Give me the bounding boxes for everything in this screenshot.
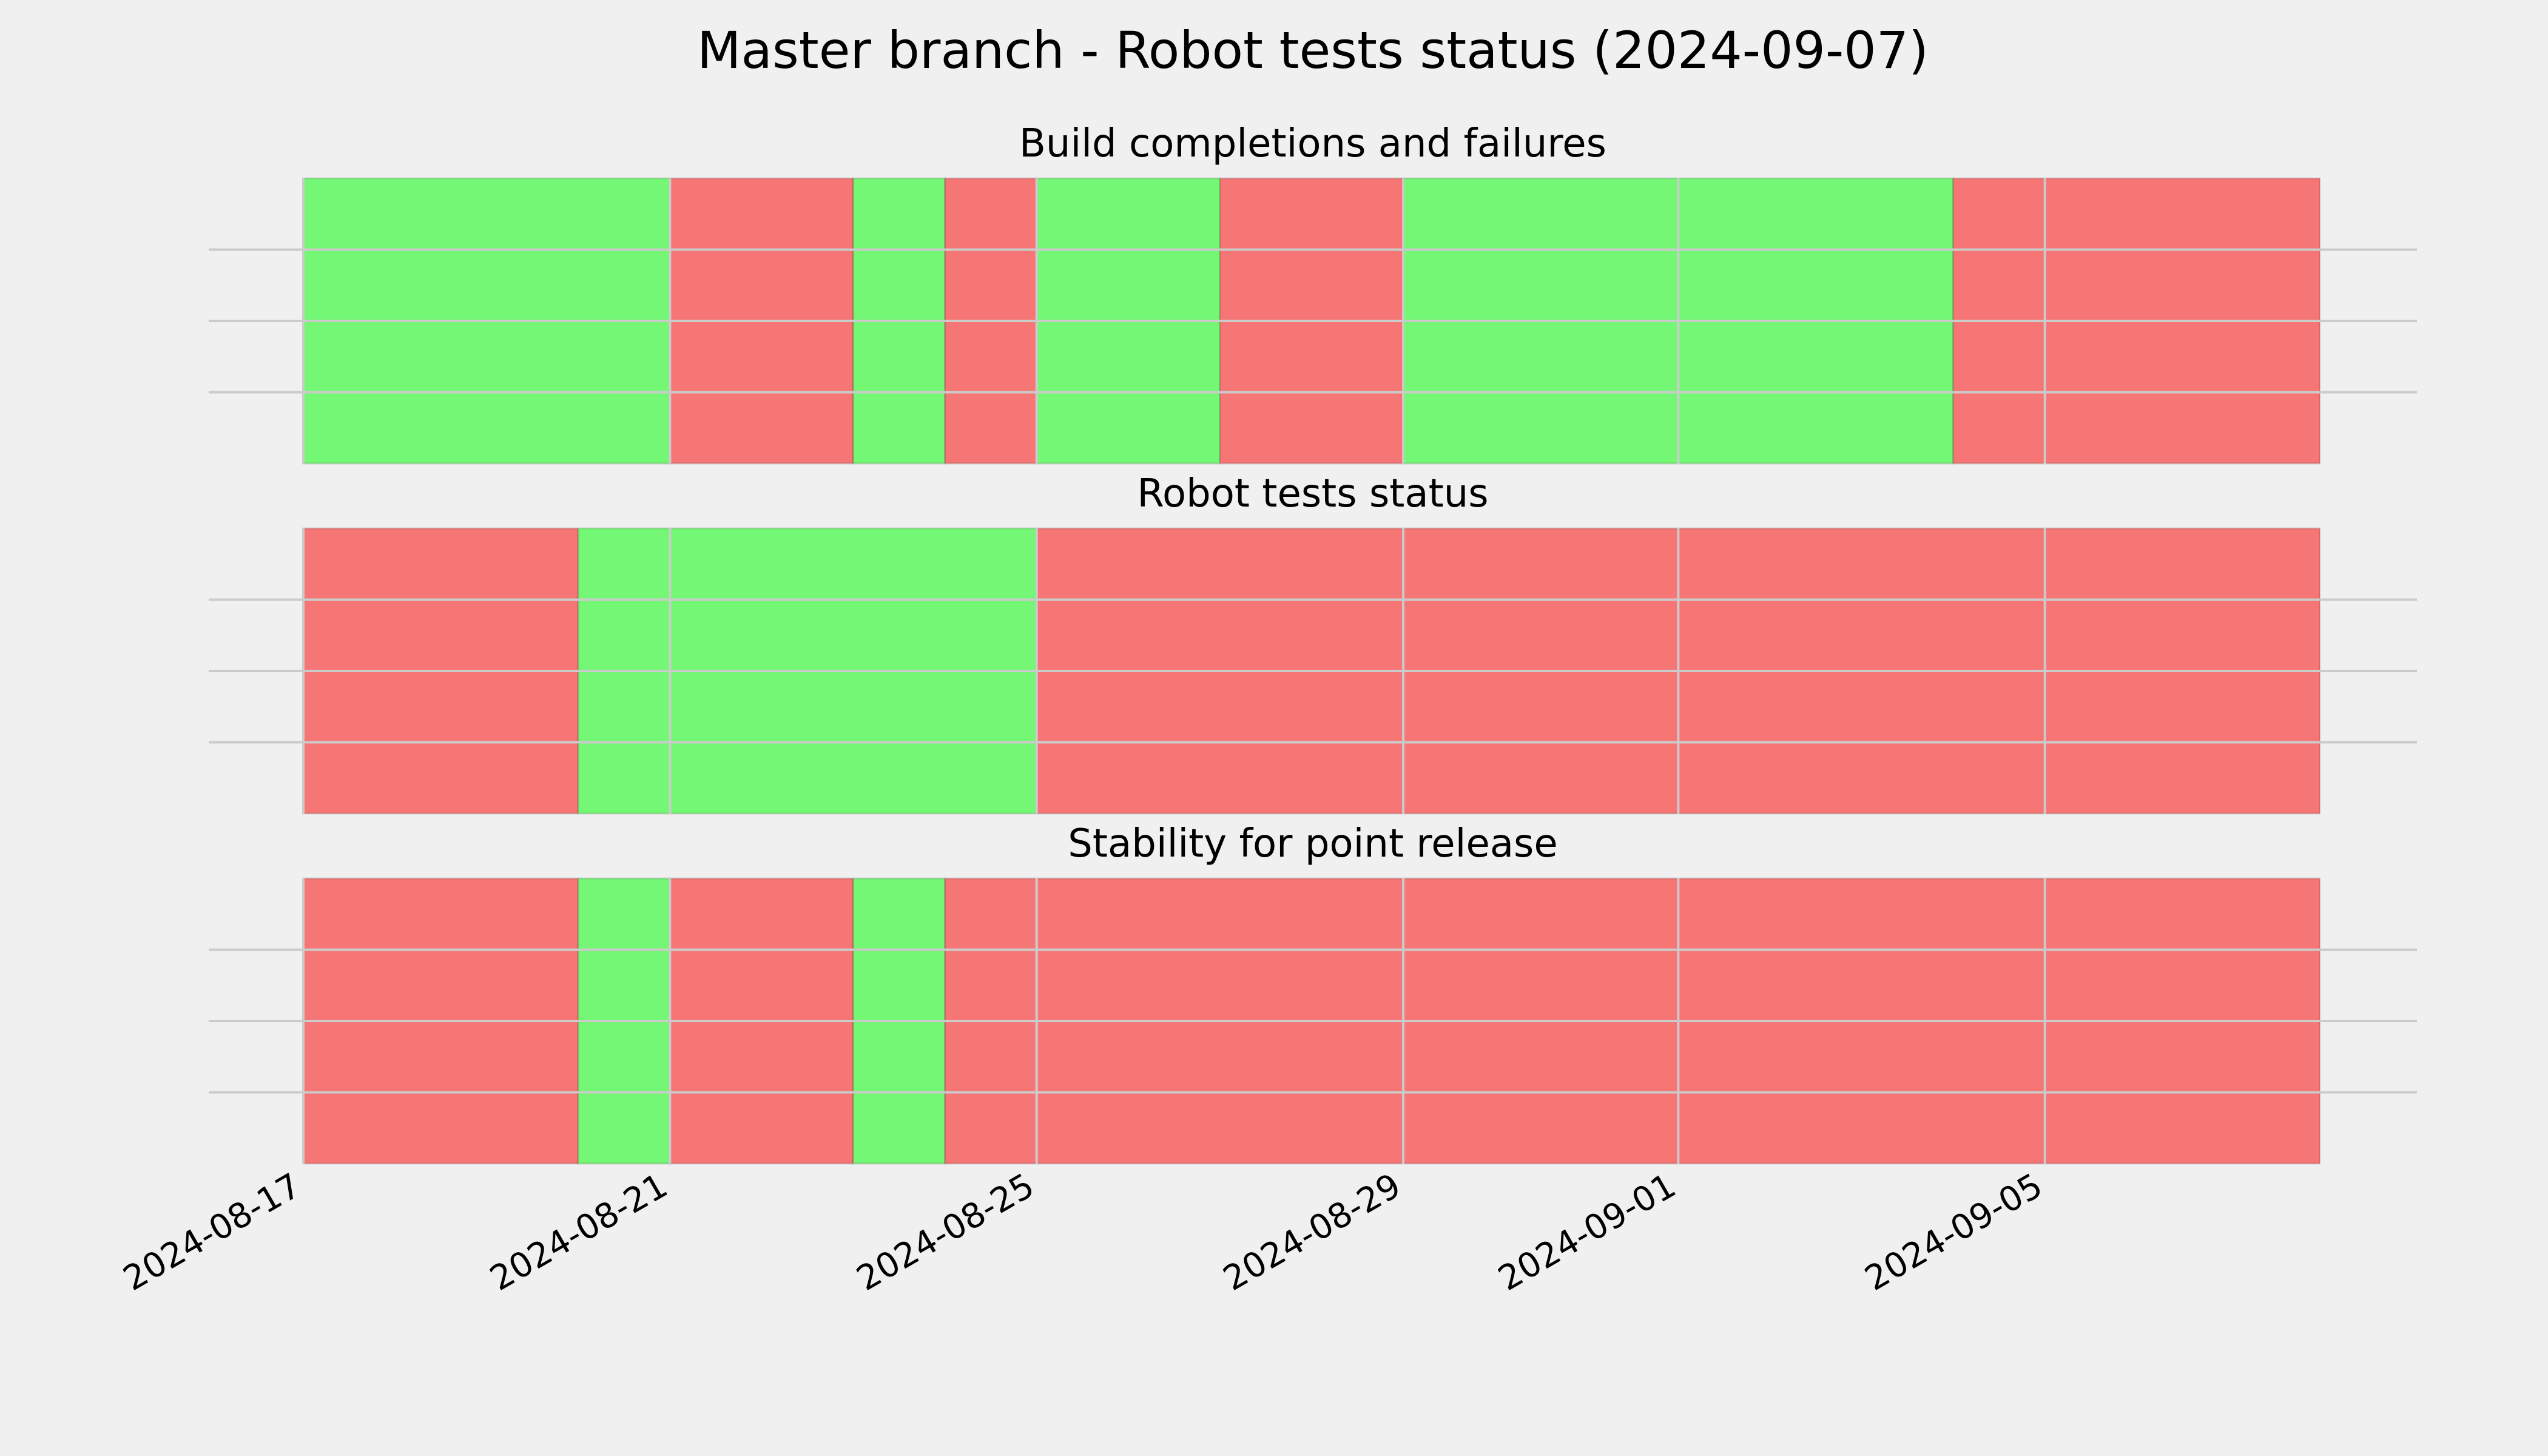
panel-title: Build completions and failures	[1019, 121, 1606, 166]
panel: Robot tests status	[209, 471, 2417, 815]
chart-title: Master branch - Robot tests status (2024…	[697, 21, 1929, 80]
panel: Build completions and failures	[209, 121, 2417, 465]
panel-title: Stability for point release	[1068, 821, 1558, 866]
panel-title: Robot tests status	[1137, 471, 1488, 516]
panel: Stability for point release	[209, 821, 2417, 1165]
